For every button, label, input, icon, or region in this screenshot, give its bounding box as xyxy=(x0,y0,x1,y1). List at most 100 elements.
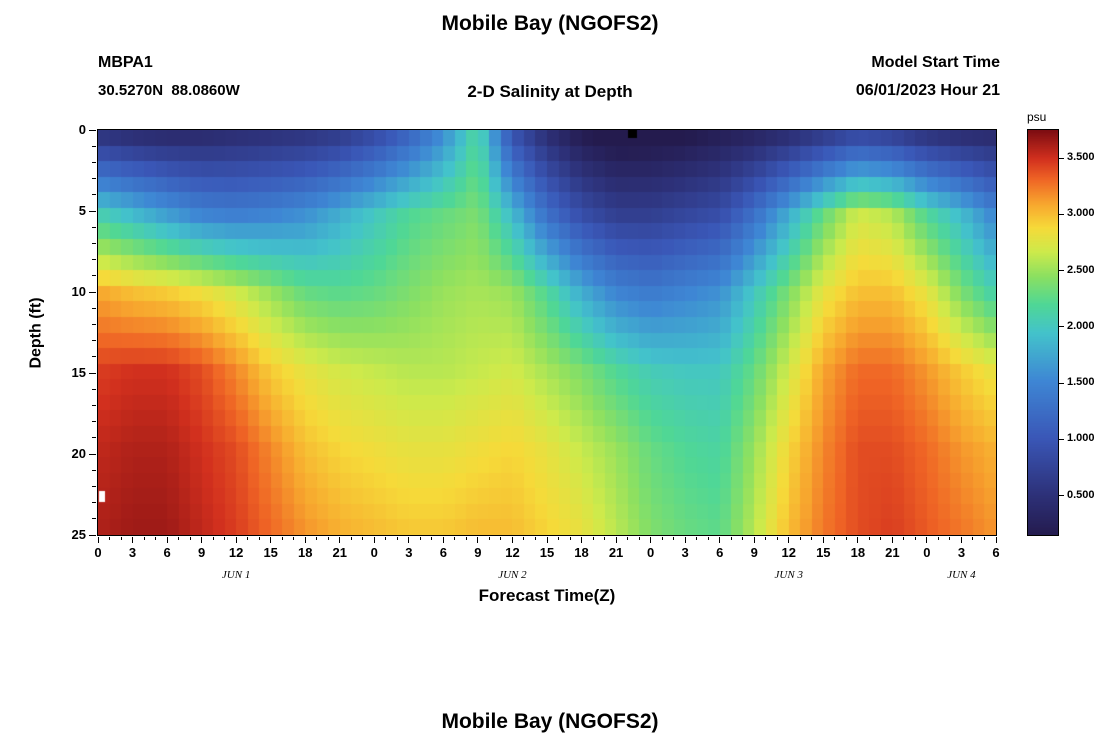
x-minor-tick xyxy=(316,537,318,540)
x-minor-tick xyxy=(189,537,191,540)
y-major-tick xyxy=(89,372,96,374)
x-minor-tick xyxy=(396,537,398,540)
y-minor-tick xyxy=(92,356,96,358)
y-major-tick xyxy=(89,453,96,455)
colorbar-tick xyxy=(1059,382,1064,384)
x-minor-tick xyxy=(500,537,502,540)
x-tick-label: 15 xyxy=(816,545,831,560)
y-tick-label: 20 xyxy=(71,446,86,461)
x-tick-label: 12 xyxy=(505,545,520,560)
y-minor-tick xyxy=(92,340,96,342)
y-minor-tick xyxy=(92,145,96,147)
y-tick-label: 0 xyxy=(78,122,86,137)
x-tick-label: 12 xyxy=(228,545,244,560)
chart-title: Mobile Bay (NGOFS2) xyxy=(441,12,659,35)
colorbar-tick xyxy=(1059,438,1064,440)
x-tick-label: 0 xyxy=(923,545,931,560)
y-major-tick xyxy=(89,210,96,212)
y-minor-tick xyxy=(92,437,96,439)
colorbar-tick-label: 2.000 xyxy=(1067,319,1095,332)
y-tick-label: 5 xyxy=(78,203,86,218)
x-major-tick xyxy=(615,537,617,543)
colorbar-tick xyxy=(1059,157,1064,159)
y-major-tick xyxy=(89,534,96,536)
x-minor-tick xyxy=(558,537,559,540)
x-tick-label: 3 xyxy=(681,545,689,560)
x-major-tick xyxy=(546,537,548,543)
x-minor-tick xyxy=(281,537,283,540)
y-minor-tick xyxy=(92,242,96,244)
next-chart-title: Mobile Bay (NGOFS2) xyxy=(441,710,659,733)
x-minor-tick xyxy=(880,537,882,540)
x-day-label: JUN 3 xyxy=(774,569,803,581)
y-minor-tick xyxy=(92,259,96,261)
x-major-tick xyxy=(304,537,306,543)
x-minor-tick xyxy=(212,537,214,540)
x-major-tick xyxy=(511,537,513,543)
x-minor-tick xyxy=(914,537,916,540)
x-major-tick xyxy=(477,537,479,543)
x-minor-tick xyxy=(707,537,709,540)
x-minor-tick xyxy=(673,537,675,540)
x-minor-tick xyxy=(109,537,110,540)
colorbar xyxy=(1027,129,1059,536)
x-tick-label: 9 xyxy=(474,545,482,560)
y-minor-tick xyxy=(92,307,96,309)
x-tick-label: 6 xyxy=(163,545,171,560)
x-major-tick xyxy=(822,537,824,543)
x-major-tick xyxy=(373,537,375,543)
x-minor-tick xyxy=(143,537,145,540)
x-day-label: JUN 2 xyxy=(498,569,527,581)
x-minor-tick xyxy=(937,537,939,540)
x-minor-tick xyxy=(627,537,629,540)
x-minor-tick xyxy=(834,537,836,540)
x-minor-tick xyxy=(293,537,295,540)
x-major-tick xyxy=(132,537,134,543)
heatmap-canvas xyxy=(98,130,996,535)
colorbar-tick xyxy=(1059,326,1064,328)
x-major-tick xyxy=(235,537,237,543)
x-tick-label: 15 xyxy=(539,545,555,560)
x-major-tick xyxy=(857,537,859,543)
colorbar-tick xyxy=(1059,213,1064,215)
y-tick-label: 25 xyxy=(71,527,86,542)
y-major-tick xyxy=(89,129,96,131)
x-minor-tick xyxy=(385,537,387,540)
x-tick-label: 6 xyxy=(716,545,724,560)
x-minor-tick xyxy=(224,537,226,540)
x-tick-label: 21 xyxy=(608,545,624,560)
x-axis-title: Forecast Time(Z) xyxy=(478,586,616,605)
x-minor-tick xyxy=(247,537,249,540)
colorbar-tick-label: 1.500 xyxy=(1067,376,1095,389)
x-major-tick xyxy=(719,537,721,543)
x-day-label: JUN 1 xyxy=(221,569,251,581)
x-tick-label: 0 xyxy=(370,545,378,560)
x-major-tick xyxy=(891,537,893,543)
x-minor-tick xyxy=(949,537,951,540)
x-minor-tick xyxy=(327,537,329,540)
x-minor-tick xyxy=(155,537,157,540)
x-major-tick xyxy=(581,537,583,543)
y-major-tick xyxy=(89,291,96,293)
y-minor-tick xyxy=(92,469,96,471)
x-day-label: JUN 4 xyxy=(947,569,976,581)
y-minor-tick xyxy=(92,194,96,196)
colorbar-tick-label: 3.500 xyxy=(1067,151,1095,164)
x-minor-tick xyxy=(569,537,571,540)
x-tick-label: 9 xyxy=(197,545,206,560)
y-minor-tick xyxy=(92,404,96,406)
x-minor-tick xyxy=(903,537,905,540)
y-minor-tick xyxy=(92,502,96,504)
x-minor-tick xyxy=(488,537,490,540)
x-minor-tick xyxy=(696,537,698,540)
x-tick-label: 3 xyxy=(128,545,137,560)
colorbar-tick-label: 2.500 xyxy=(1067,263,1095,276)
x-tick-label: 9 xyxy=(750,545,758,560)
x-major-tick xyxy=(788,537,790,543)
x-major-tick xyxy=(270,537,272,543)
station-coordinates: 30.5270N 88.0860W xyxy=(98,82,240,99)
x-minor-tick xyxy=(765,537,767,540)
x-major-tick xyxy=(684,537,686,543)
y-minor-tick xyxy=(92,226,96,228)
x-minor-tick xyxy=(534,537,536,540)
